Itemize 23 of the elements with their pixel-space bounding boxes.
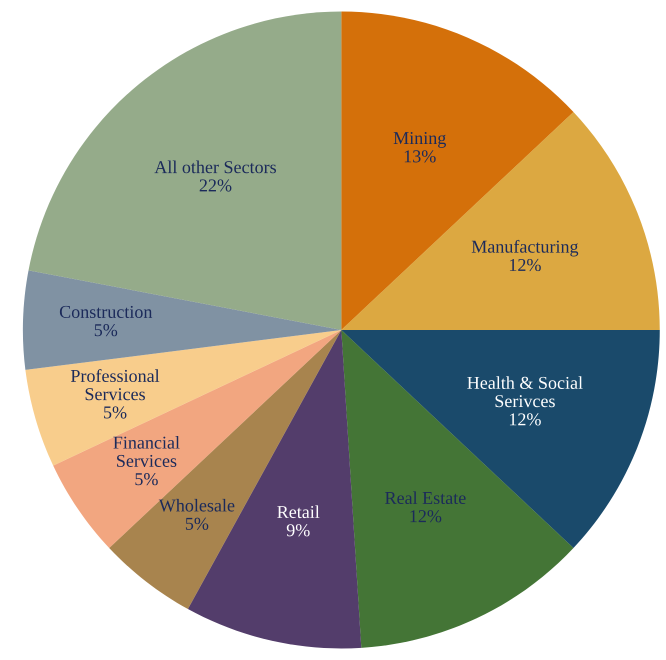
slice-label: Financial Services [113,436,180,467]
data-label: 13% [404,150,436,163]
slice-label: Real Estate [385,491,466,504]
data-label: 12% [510,413,541,426]
data-label: 22% [200,179,232,192]
slice-label: Professional Services [70,369,160,400]
data-label: 5% [135,473,158,486]
data-label: 5% [104,406,126,419]
slice-label: Health & Social Serivces [467,376,583,408]
slice-label: Wholesale [158,498,234,512]
slice-label: Manufacturing [472,240,578,256]
slice-label: All other Sectors [154,160,276,174]
data-label: 5% [94,324,118,336]
pie-slice [341,330,660,548]
data-label: 12% [410,510,442,522]
data-label: 5% [186,518,208,530]
pie-slice [341,112,660,330]
slice-label: Construction [60,306,152,318]
data-label: 9% [286,524,310,536]
data-label: 12% [510,258,541,272]
pie-slice [22,270,342,370]
slice-label: Retail [277,505,320,518]
slice-label: Mining [394,132,446,148]
